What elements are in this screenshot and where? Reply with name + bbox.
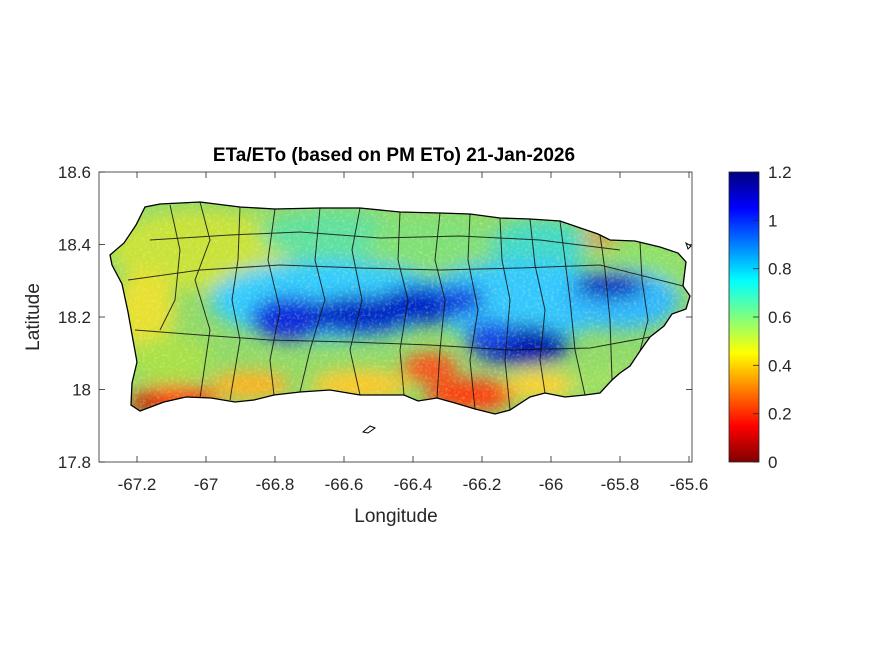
colorbar-tick-label: 0.4 <box>768 356 792 375</box>
y-tick-labels: 17.8 18 18.2 18.4 18.6 <box>58 163 91 472</box>
colorbar-tick-label: 0.8 <box>768 260 792 279</box>
x-tick-label: -66.6 <box>325 475 364 494</box>
y-axis-label: Latitude <box>23 283 44 351</box>
y-axis <box>99 171 692 463</box>
y-tick-label: 17.8 <box>58 453 91 472</box>
colorbar-tick-label: 1.2 <box>768 163 792 182</box>
x-tick-label: -65.6 <box>670 475 709 494</box>
colorbar-tick-label: 0.2 <box>768 405 792 424</box>
colorbar-tick-labels: 0 0.2 0.4 0.6 0.8 1 1.2 <box>768 163 792 472</box>
x-tick-label: -67 <box>194 475 219 494</box>
y-tick-label: 18 <box>72 381 91 400</box>
x-tick-label: -66 <box>539 475 564 494</box>
colorbar-tick-label: 1 <box>768 211 777 230</box>
colorbar-tick-label: 0.6 <box>768 308 792 327</box>
y-tick-label: 18.4 <box>58 236 91 255</box>
colorbar-ticks <box>753 171 759 463</box>
y-tick-label: 18.6 <box>58 163 91 182</box>
x-tick-label: -66.2 <box>463 475 502 494</box>
x-axis-label: Longitude <box>354 506 437 527</box>
x-tick-label: -66.8 <box>256 475 295 494</box>
x-tick-labels: -67.2 -67 -66.8 -66.6 -66.4 -66.2 -66 -6… <box>118 475 709 494</box>
x-tick-label: -67.2 <box>118 475 157 494</box>
chart-title: ETa/ETo (based on PM ETo) 21-Jan-2026 <box>213 145 575 166</box>
y-tick-label: 18.2 <box>58 308 91 327</box>
municipal-boundaries <box>127 201 684 411</box>
x-tick-label: -65.8 <box>601 475 640 494</box>
colorbar-tick-label: 0 <box>768 453 777 472</box>
x-axis <box>136 172 690 462</box>
x-tick-label: -66.4 <box>394 475 433 494</box>
islet-south <box>361 425 377 434</box>
